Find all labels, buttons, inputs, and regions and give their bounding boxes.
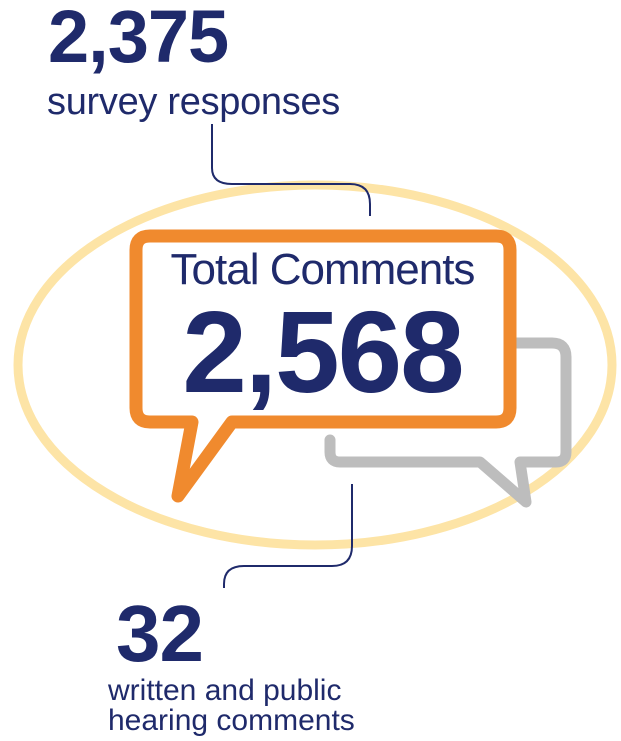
- orange-bubble-fill: [136, 236, 510, 496]
- total-comments-label: Total Comments: [170, 245, 476, 294]
- written-comments-label-line1: written and public: [108, 674, 342, 707]
- written-comments-label: written and public hearing comments: [108, 676, 428, 736]
- survey-connector-line: [211, 124, 371, 216]
- written-comments-label-line2: hearing comments: [108, 704, 355, 737]
- total-comments-count: 2,568: [182, 287, 464, 417]
- survey-responses-label: survey responses: [47, 81, 341, 123]
- orange-speech-bubble-icon: [129, 229, 517, 503]
- gray-speech-bubble-icon: [324, 337, 572, 508]
- written-comments-count: 32: [116, 589, 204, 678]
- written-connector-line: [223, 484, 353, 588]
- survey-responses-count: 2,375: [48, 0, 229, 78]
